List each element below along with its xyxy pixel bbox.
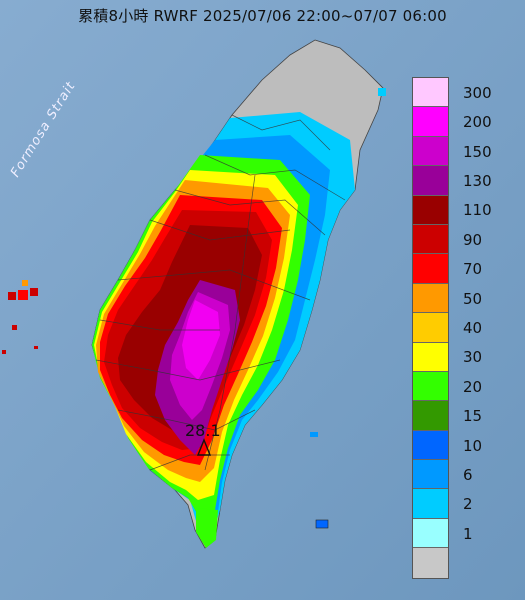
- peak-value-label: 28.1: [185, 421, 221, 440]
- legend-swatch: [413, 313, 448, 343]
- legend-tick-label: 30: [463, 348, 483, 367]
- legend-swatch: [413, 166, 448, 196]
- legend-swatch: [413, 401, 448, 431]
- legend-tick-label: 200: [463, 113, 492, 132]
- legend-swatch: [413, 430, 448, 461]
- rain-south-tip: [196, 508, 218, 548]
- legend-swatch: [413, 371, 448, 402]
- legend-tick-label: 6: [463, 465, 473, 484]
- legend-tick-label: 50: [463, 289, 483, 308]
- map-title: 累積8小時 RWRF 2025/07/06 22:00~07/07 06:00: [78, 7, 447, 25]
- legend-tick-label: 1: [463, 524, 473, 543]
- legend-tick-label: 90: [463, 230, 483, 249]
- legend-tick-label: 20: [463, 377, 483, 396]
- legend-swatch: [413, 342, 448, 372]
- legend-tick-label: 300: [463, 83, 492, 102]
- legend-swatch: [413, 518, 448, 549]
- legend-swatch: [413, 107, 448, 137]
- legend-swatch: [413, 254, 448, 284]
- legend-tick-label: 15: [463, 407, 483, 426]
- legend-tick-label: 130: [463, 171, 492, 190]
- offshore-islands: [2, 88, 386, 529]
- legend-tick-label: 70: [463, 260, 483, 279]
- legend-tick-label: 150: [463, 142, 492, 161]
- peak-triangle-marker: [196, 438, 212, 456]
- legend-tick-label: 110: [463, 201, 492, 220]
- legend-swatch: [413, 224, 448, 255]
- legend-swatch: [413, 283, 448, 314]
- legend-swatch: [413, 548, 448, 578]
- legend-swatch: [413, 136, 448, 167]
- rain-pink-zone: [182, 300, 220, 380]
- legend-swatch: [413, 489, 448, 519]
- legend-tick-label: 10: [463, 436, 483, 455]
- legend-tick-label: 2: [463, 495, 473, 514]
- legend-tick-label: 40: [463, 318, 483, 337]
- legend-swatch: [413, 460, 448, 490]
- legend-swatch: [413, 78, 448, 108]
- legend-swatch: [413, 195, 448, 225]
- county-boundaries: [95, 114, 346, 471]
- rainfall-legend: [412, 77, 449, 579]
